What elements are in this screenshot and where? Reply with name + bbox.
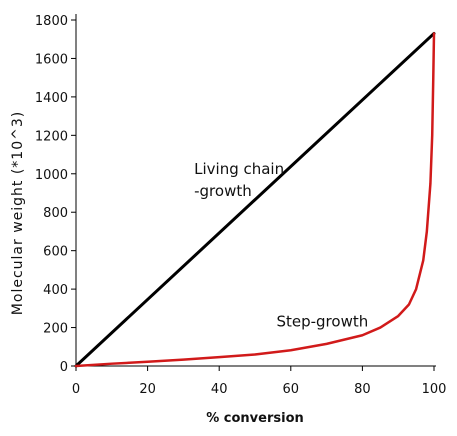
y-tick-label: 800 — [43, 206, 68, 221]
living-chain-growth-line — [74, 31, 436, 368]
y-tick-label: 600 — [43, 245, 68, 260]
y-tick-label: 1800 — [35, 14, 68, 29]
y-ticks: 0 200 400 600 800 1000 1200 1400 1600 1800 — [35, 14, 76, 375]
y-tick-label: 0 — [60, 360, 68, 375]
x-tick-label: 40 — [211, 382, 228, 397]
annotations: Living chain -growth Step-growth — [194, 160, 368, 331]
axes — [75, 14, 436, 367]
y-axis-label: Molecular weight (*10^3) — [10, 111, 26, 315]
y-tick-label: 200 — [43, 322, 68, 337]
y-tick-label: 400 — [43, 283, 68, 298]
y-tick-label: 1000 — [35, 168, 68, 183]
y-tick-label: 1200 — [35, 129, 68, 144]
y-tick-label: 1600 — [35, 52, 68, 67]
x-ticks: 0 20 40 60 80 100 — [72, 366, 447, 397]
y-tick-label: 1400 — [35, 91, 68, 106]
step-growth-line — [74, 32, 436, 368]
annotation-living-chain-growth: -growth — [194, 182, 252, 200]
x-tick-label: 80 — [354, 382, 371, 397]
series-group — [74, 31, 436, 368]
x-tick-label: 20 — [139, 382, 156, 397]
annotation-step-growth: Step-growth — [276, 313, 368, 331]
x-axis-label: % conversion — [206, 411, 304, 426]
x-tick-label: 100 — [422, 382, 447, 397]
x-tick-label: 60 — [283, 382, 300, 397]
x-tick-label: 0 — [72, 382, 80, 397]
annotation-living-chain-growth: Living chain — [194, 160, 284, 178]
